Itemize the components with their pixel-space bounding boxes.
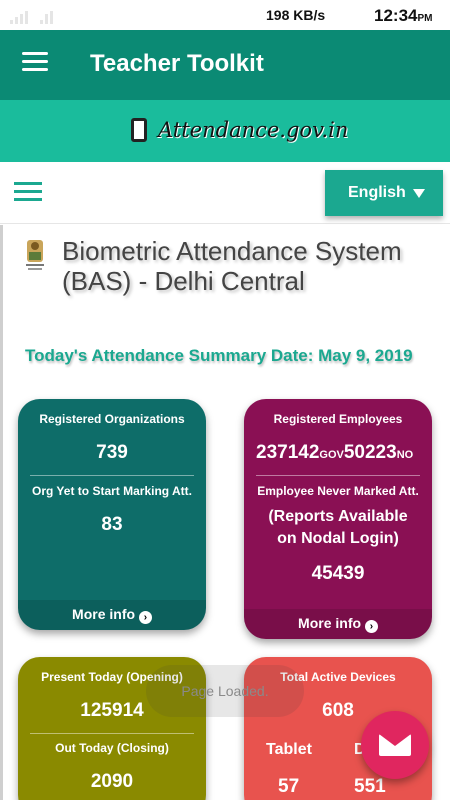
present-opening-label: Present Today (Opening) [41,670,183,684]
brand-logo-text[interactable]: Attendance.gov.in [158,118,349,142]
gov-employee-count: 237142 [256,442,320,463]
clock-ampm: PM [417,13,433,24]
toast-message: Page Loaded. [146,665,304,717]
more-info-label: More info [72,606,136,622]
card-divider [256,475,420,476]
registered-employees-values: 237142GOV50223NO [244,442,432,464]
organizations-card: Registered Organizations 739 Org Yet to … [18,399,206,630]
org-yet-to-start-label: Org Yet to Start Marking Att. [31,484,193,498]
org-more-info-link[interactable]: More info › [18,600,206,630]
clock-time: 12:34 [374,6,418,25]
signal-strength-icon [10,6,90,24]
brand-banner: Attendance.gov.in [0,100,450,162]
card-divider [30,733,194,734]
mobile-phone-icon [131,118,147,142]
status-bar: 198 KB/s 12:34PM [0,0,450,30]
summary-title: Today's Attendance Summary Date: May 9, … [25,346,413,365]
tablet-value: 57 [278,776,300,797]
employees-card: Registered Employees 237142GOV50223NO Em… [244,399,432,639]
hamburger-menu-icon[interactable] [22,52,48,74]
card-divider [30,475,194,476]
org-yet-to-start-value: 83 [101,514,123,535]
non-gov-suffix: NO [396,449,414,461]
more-info-label: More info [298,615,362,631]
app-bar: Teacher Toolkit [0,30,450,100]
arrow-circle-right-icon: › [138,611,152,624]
never-marked-label: Employee Never Marked Att. [257,484,419,498]
present-today-card: Present Today (Opening) 125914 Out Today… [18,657,206,800]
network-speed: 198 KB/s [266,7,326,23]
edge-shadow [0,225,3,800]
never-marked-value: 45439 [311,563,365,584]
emp-more-info-link[interactable]: More info › [244,609,432,639]
language-label: English [348,184,406,201]
registered-employees-label: Registered Employees [273,412,403,426]
site-menu-icon[interactable] [14,182,42,204]
out-closing-value: 2090 [90,771,134,792]
gov-suffix: GOV [319,449,344,461]
app-title: Teacher Toolkit [90,50,264,77]
tablet-label: Tablet [266,741,312,758]
site-nav: English [0,162,450,224]
desktop-value: 551 [354,776,386,797]
envelope-icon [379,734,411,756]
out-closing-label: Out Today (Closing) [55,741,169,755]
registered-organizations-label: Registered Organizations [39,412,185,426]
registered-organizations-value: 739 [96,442,128,463]
arrow-circle-right-icon: › [364,620,378,633]
total-devices-label: Total Active Devices [280,670,396,684]
non-gov-employee-count: 50223 [343,442,397,463]
reports-note: (Reports Available on Nodal Login) [268,508,408,547]
clock: 12:34PM [374,6,432,26]
total-devices-value: 608 [322,700,354,721]
language-select[interactable]: English [325,170,443,216]
present-opening-value: 125914 [80,700,144,721]
contact-fab[interactable] [361,711,429,779]
page-title: Biometric Attendance System (BAS) - Delh… [62,236,402,296]
national-emblem-icon [26,240,44,270]
caret-down-icon [413,189,425,198]
